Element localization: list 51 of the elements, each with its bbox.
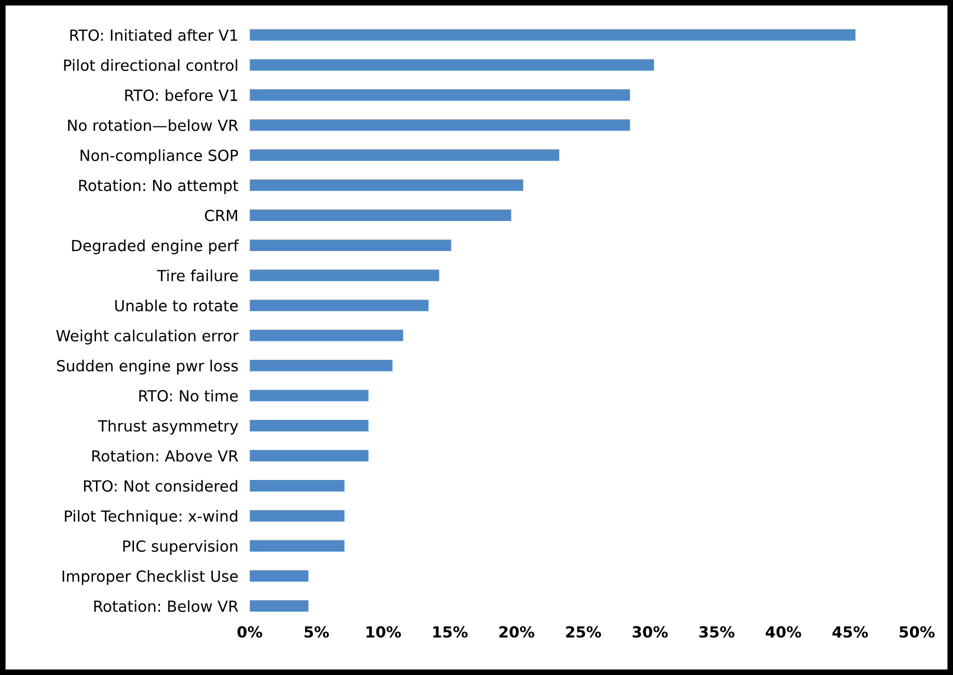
bar [250, 240, 452, 252]
bar [250, 300, 428, 312]
y-tick-label: No rotation—below VR [68, 119, 238, 132]
y-tick-label: Non-compliance SOP [80, 149, 238, 164]
x-tick-label: 40% [766, 626, 802, 638]
x-tick-label: 25% [566, 626, 602, 638]
bar [250, 210, 512, 221]
bar [250, 600, 308, 612]
bar [250, 540, 344, 552]
x-tick-label: 30% [632, 626, 668, 638]
bar [250, 89, 630, 101]
y-tick-label: Unable to rotate [115, 300, 238, 312]
y-tick-label: Rotation: No attempt [79, 179, 238, 194]
bar [250, 360, 392, 372]
y-tick-label: Pilot directional control [64, 59, 238, 71]
y-tick-label: Improper Checklist Use [62, 570, 238, 585]
y-tick-label: Thrust asymmetry [98, 420, 238, 435]
y-tick-label: Rotation: Below VR [94, 600, 238, 612]
y-tick-label: RTO: No time [139, 390, 238, 402]
x-tick-label: 5% [304, 626, 329, 638]
y-tick-label: Rotation: Above VR [92, 450, 238, 462]
y-tick-label: Sudden engine pwr loss [57, 360, 238, 375]
y-tick-label: Degraded engine perf [72, 239, 239, 254]
y-tick-label: PIC supervision [123, 540, 238, 555]
x-tick-label: 20% [499, 626, 534, 638]
bar [250, 450, 368, 462]
bar [250, 179, 524, 191]
bar [250, 29, 856, 41]
x-tick-label: 0% [237, 626, 262, 638]
y-tick-label: Tire failure [156, 270, 238, 282]
bar [250, 119, 630, 131]
y-tick-label: RTO: Initiated after V1 [70, 29, 238, 41]
x-tick-label: 50% [900, 626, 935, 638]
x-tick-label: 10% [366, 626, 401, 638]
bar [250, 510, 344, 522]
x-tick-label: 15% [433, 626, 468, 638]
x-tick-label: 35% [699, 626, 734, 638]
y-tick-label: RTO: before V1 [125, 89, 238, 102]
bar [250, 570, 308, 582]
bar [250, 480, 344, 492]
y-tick-label: Weight calculation error [56, 330, 239, 344]
y-tick-label: Pilot Technique: x-wind [64, 510, 238, 525]
bar [250, 420, 368, 432]
y-tick-label: RTO: Not considered [84, 480, 238, 492]
bar [250, 270, 440, 282]
y-tick-label: CRM [204, 210, 238, 222]
x-tick-label: 45% [832, 626, 868, 638]
bar [250, 390, 368, 402]
bar [250, 149, 560, 161]
bar [250, 59, 654, 71]
bar [250, 330, 404, 342]
